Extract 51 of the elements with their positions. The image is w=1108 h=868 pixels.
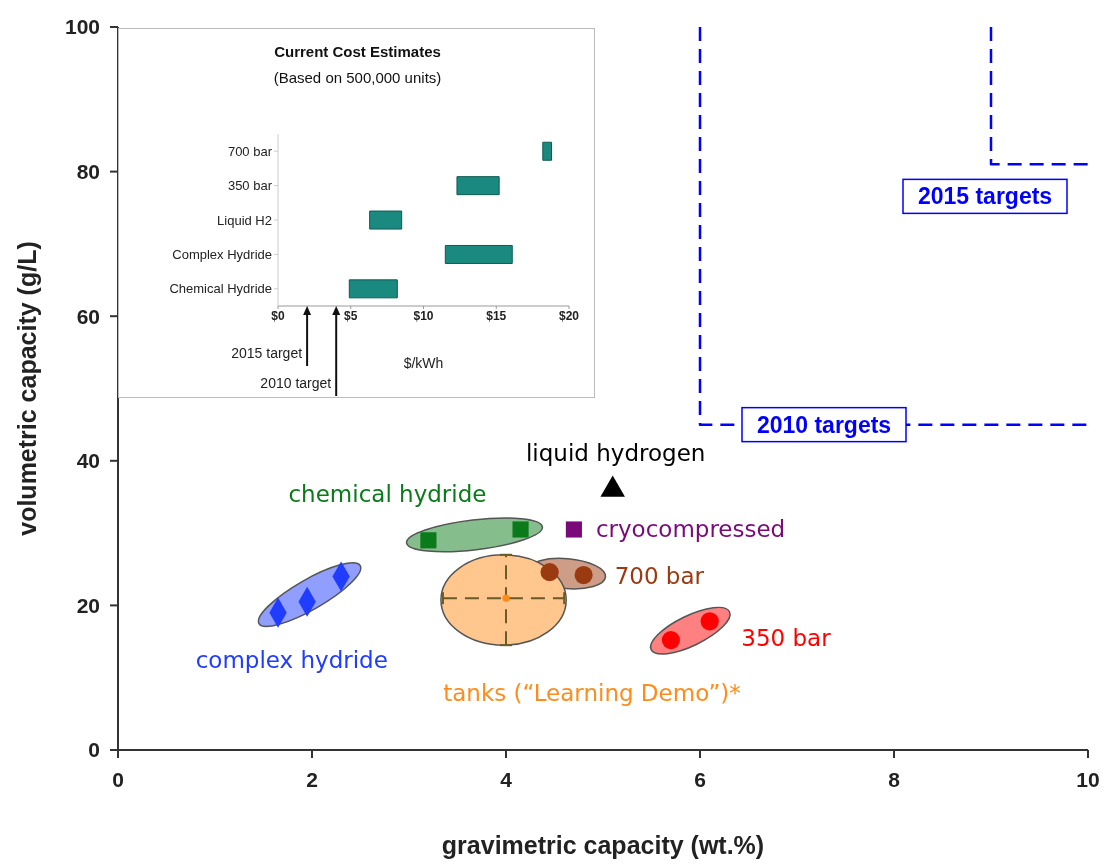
y-tick-label: 20 (76, 593, 100, 617)
chart-title: Current Cost Estimates (273, 43, 442, 60)
series-label: 2010 targets (756, 411, 892, 438)
bar (542, 141, 553, 161)
series-label: liquid hydrogen (526, 439, 706, 466)
series-label: 2015 targets (917, 183, 1053, 210)
series-label: complex hydride (195, 646, 388, 673)
ref-line-label: 2010 target (260, 375, 332, 391)
text: tanks (“Learning Demo”)* (443, 680, 741, 707)
series-label: cryocompressed (595, 516, 786, 543)
point (420, 532, 437, 549)
point (700, 612, 719, 631)
x-tick-label: 0 (112, 767, 124, 791)
x-tick-label: 6 (694, 767, 706, 791)
y-tick-label: Liquid H2 (217, 212, 272, 228)
series-label: 700 bar (614, 562, 705, 589)
bar (348, 279, 398, 299)
x-tick-label: 2 (306, 767, 318, 791)
y-tick-label: 350 bar (227, 178, 273, 194)
bar (369, 210, 403, 230)
x-axis-title: $/kWh (403, 355, 444, 371)
point (540, 563, 559, 582)
ref-line-label: 2015 target (231, 345, 303, 361)
x-tick-label: $0 (271, 308, 285, 323)
x-tick-label: $10 (413, 308, 434, 323)
y-tick-label: 60 (76, 304, 100, 328)
x-tick-label: 8 (888, 767, 901, 791)
x-axis-title: gravimetric capacity (wt.%) (441, 831, 765, 859)
point (502, 594, 510, 602)
point (661, 631, 680, 650)
y-tick-label: 100 (64, 15, 100, 39)
x-tick-label: $20 (558, 308, 580, 323)
point (565, 521, 582, 538)
point (512, 521, 529, 538)
y-tick-label: Complex Hydride (172, 247, 272, 263)
point (574, 565, 593, 585)
bar (456, 176, 500, 196)
y-tick-label: 0 (88, 738, 100, 762)
y-tick-label: Chemical Hydride (169, 281, 272, 297)
y-tick-label: 700 bar (227, 143, 273, 159)
x-tick-label: 4 (500, 767, 513, 791)
y-tick-label: 40 (76, 449, 100, 473)
bar (444, 244, 513, 264)
x-tick-label: $5 (344, 308, 358, 323)
x-tick-label: 10 (1076, 767, 1100, 791)
series-label: chemical hydride (288, 480, 487, 507)
y-axis-title: volumetric capacity (g/L) (13, 241, 41, 536)
series-label: 350 bar (741, 624, 832, 651)
x-tick-label: $15 (486, 308, 507, 323)
y-tick-label: 80 (76, 160, 100, 184)
chart-subtitle: (Based on 500,000 units) (272, 69, 443, 86)
